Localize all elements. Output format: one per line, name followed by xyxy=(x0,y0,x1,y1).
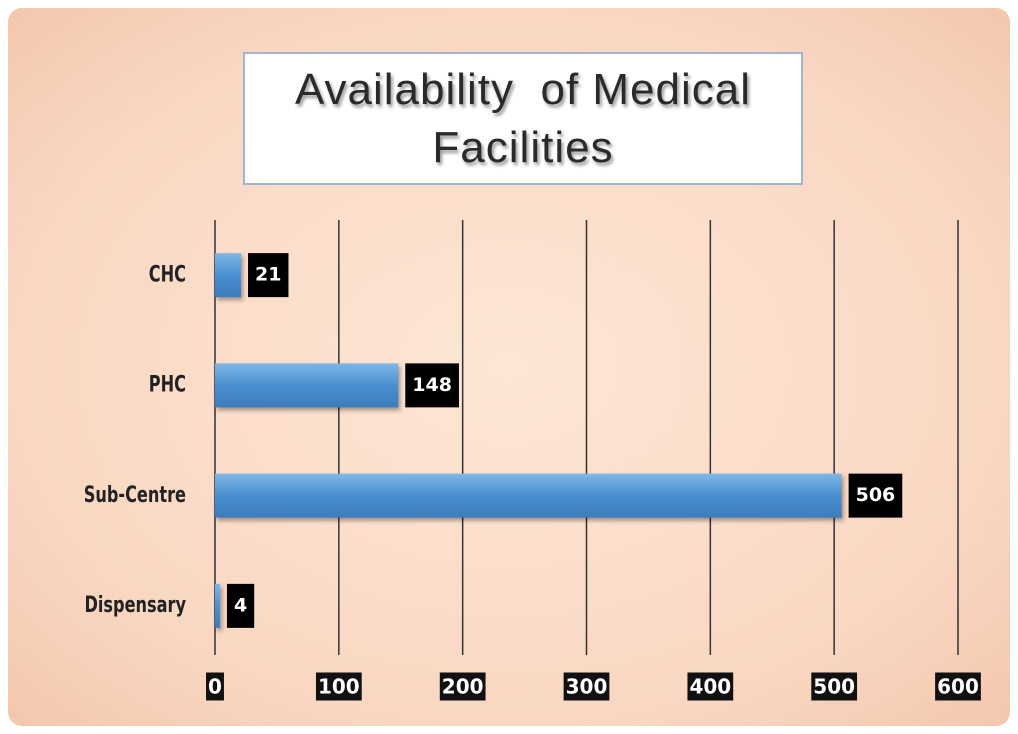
x-tick-label: 200 xyxy=(442,675,484,699)
x-tick-label-bg xyxy=(439,672,486,701)
data-label: 148 xyxy=(412,374,452,396)
x-tick-label-bg xyxy=(563,672,610,701)
data-label-bg xyxy=(248,253,289,298)
bar xyxy=(215,473,842,518)
x-tick-label-bg xyxy=(206,672,224,701)
y-tick-label: Dispensary xyxy=(84,592,186,618)
bar xyxy=(215,253,242,298)
data-label: 4 xyxy=(234,594,247,616)
x-tick-label: 0 xyxy=(208,675,222,699)
x-tick-label: 100 xyxy=(318,675,360,699)
x-tick-label: 500 xyxy=(813,675,855,699)
chart-title: Availability of Medical Facilities xyxy=(243,52,803,185)
y-tick-label: PHC xyxy=(149,371,186,397)
bar xyxy=(215,363,399,408)
y-tick-label: CHC xyxy=(149,261,186,287)
data-label-bg xyxy=(226,583,255,628)
x-tick-label-bg xyxy=(687,672,734,701)
bar xyxy=(215,583,220,628)
x-tick-label-bg xyxy=(315,672,362,701)
y-tick-label: Sub-Centre xyxy=(84,481,186,507)
x-tick-label-bg xyxy=(935,672,981,701)
x-tick-label-bg xyxy=(811,672,858,701)
x-tick-label: 600 xyxy=(937,675,979,699)
data-label: 21 xyxy=(255,264,281,286)
data-label-bg xyxy=(405,363,459,408)
x-tick-label: 300 xyxy=(566,675,608,699)
x-tick-label: 400 xyxy=(689,675,731,699)
data-label: 506 xyxy=(856,484,896,506)
data-label-bg xyxy=(848,473,903,518)
